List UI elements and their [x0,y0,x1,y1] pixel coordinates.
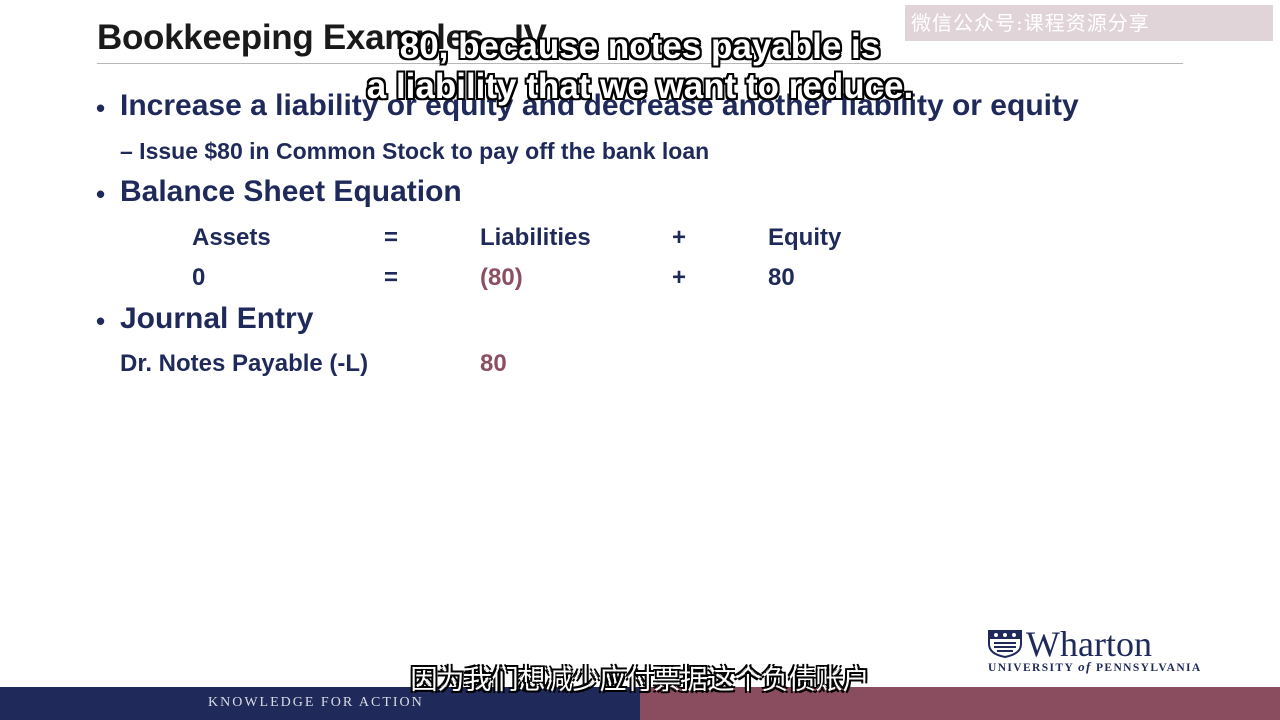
bullet-journal-entry: Journal Entry [120,302,314,335]
bullet-icon: • [96,306,106,336]
logo-subtitle-prefix: UNIVERSITY [988,662,1079,674]
logo-subtitle-of: of [1078,659,1092,674]
logo-subtitle-suffix: PENNSYLVANIA [1091,662,1202,674]
slide-title: Bookkeeping Examples - IV [97,18,547,57]
logo-wordmark: Wharton [1026,624,1152,664]
journal-amount: 80 [480,350,507,377]
journal-account: Dr. Notes Payable (-L) [120,350,369,377]
bullet-icon: • [96,179,106,209]
equation-value-equals: = [384,264,399,291]
equation-header-assets: Assets [192,224,271,251]
equation-value-plus: + [672,264,687,291]
shield-icon [988,630,1022,658]
equation-value-equity: 80 [768,264,795,291]
caption-english-line-2: a liability that we want to reduce. [366,67,914,106]
equation-header-equals: = [384,224,399,251]
footer-bar-navy [0,687,640,720]
equation-value-assets: 0 [192,264,206,291]
logo-subtitle: UNIVERSITY of PENNSYLVANIA [988,659,1202,675]
caption-chinese: 因为我们想减少应付票据这个负债账户 [410,665,870,695]
title-divider [97,63,1183,64]
equation-header-liabilities: Liabilities [480,224,591,251]
bullet-icon: • [96,93,106,123]
caption-english-line-1: 80, because notes payable is [399,27,881,66]
equation-header-plus: + [672,224,687,251]
sub-bullet-issue-stock: – Issue $80 in Common Stock to pay off t… [120,138,710,164]
bullet-balance-sheet-equation: Balance Sheet Equation [120,175,462,208]
equation-header-equity: Equity [768,224,842,251]
bullet-increase-liability: Increase a liability or equity and decre… [120,89,1079,122]
watermark: 微信公众号:课程资源分享 [905,5,1273,41]
footer-bar-maroon [640,687,1280,720]
footer-tagline: KNOWLEDGE FOR ACTION [208,695,424,710]
equation-value-liabilities: (80) [480,264,523,291]
